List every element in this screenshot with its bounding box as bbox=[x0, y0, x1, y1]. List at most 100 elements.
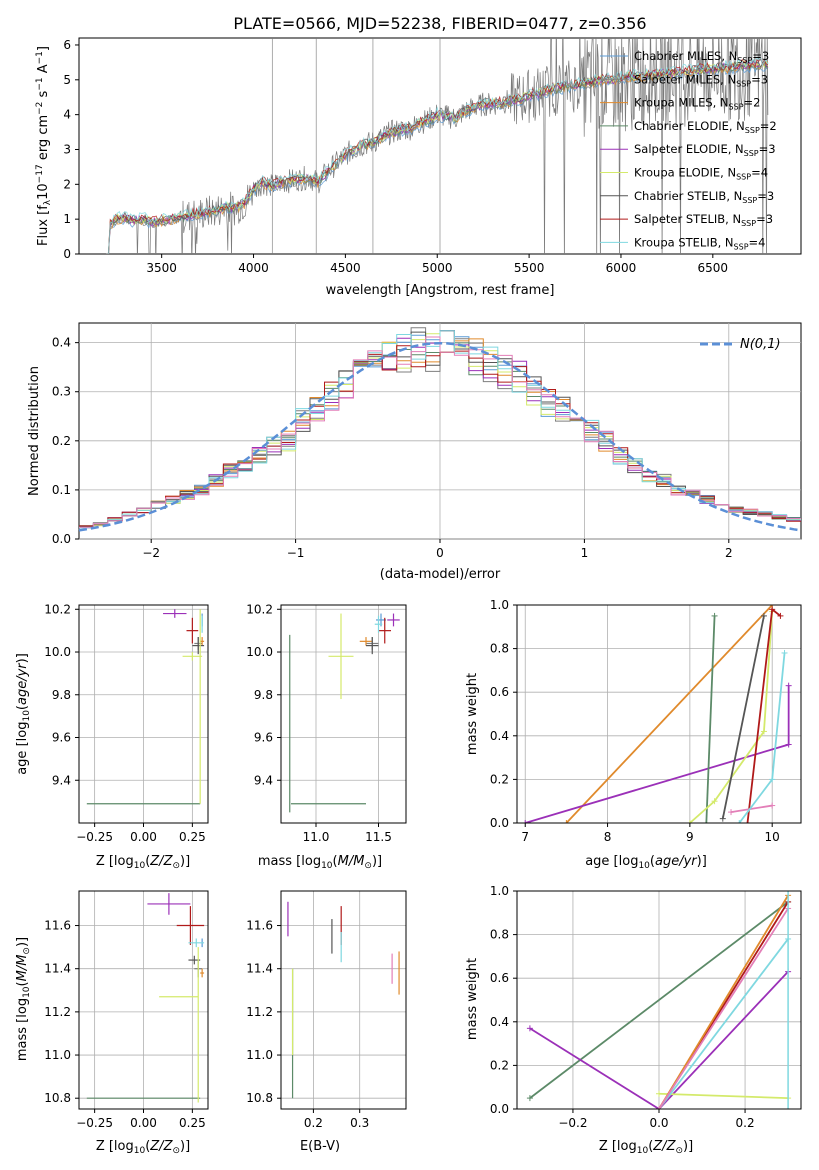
x-tick-label: 10 bbox=[765, 830, 780, 844]
legend-name: Salpeter ELODIE, N bbox=[634, 142, 744, 156]
legend-subscript: SSP bbox=[737, 56, 752, 65]
weight-vs-age-panel: 7 8 9 10 0.0 0.2 0.4 0.6 0.8 1.0 bbox=[490, 598, 802, 844]
spectrum-ticks: 3500 4000 4500 5000 5500 6000 6500 0 1 2 3 4 5 6 bbox=[63, 38, 728, 275]
y-tick-label: 0.6 bbox=[490, 971, 509, 985]
y-tick-label: 11.2 bbox=[44, 1005, 71, 1019]
age-vs-mass-marks bbox=[289, 613, 400, 813]
age-vs-Z-marks bbox=[86, 609, 205, 805]
normal-curve bbox=[78, 341, 802, 532]
legend-count: =3 bbox=[751, 72, 768, 86]
data-spectrum-line bbox=[106, 38, 769, 254]
x-tick-label: 0.25 bbox=[179, 1116, 206, 1130]
y-tick-label: 10.2 bbox=[246, 602, 273, 616]
y-tick-label: 6 bbox=[63, 38, 71, 52]
y-tick-label: 0.2 bbox=[490, 1058, 509, 1072]
legend-name: Salpeter STELIB, N bbox=[634, 212, 741, 226]
mass-vs-Z-panel: −0.25 0.00 0.25 10.8 11.0 11.2 11.4 11.6 bbox=[44, 890, 209, 1130]
spectrum-panel: 3500 4000 4500 5000 5500 6000 6500 0 1 2 3 4 5 6 Chab… bbox=[35, 37, 802, 298]
x-tick-label: 0.2 bbox=[304, 1116, 323, 1130]
legend-label-salpeter-miles: Salpeter MILES, NSSP=3 bbox=[634, 72, 768, 88]
y-tick-label: 11.0 bbox=[246, 1048, 273, 1062]
residual-histogram-9 bbox=[79, 336, 801, 528]
ebv-xlabel: E(B-V) bbox=[300, 1139, 340, 1154]
mass-vs-Z-marks bbox=[86, 893, 205, 1103]
legend-name: Chabrier STELIB, N bbox=[634, 189, 742, 203]
weight-line-2 bbox=[705, 615, 716, 823]
y-tick-label: 9.4 bbox=[52, 773, 71, 787]
x-tick-label: −0.2 bbox=[558, 1116, 587, 1130]
legend-name: Kroupa STELIB, N bbox=[634, 235, 734, 249]
weight-line-2 bbox=[658, 1092, 789, 1099]
x-tick-label: 4000 bbox=[238, 261, 269, 275]
age-vs-mass-panel: 11.0 11.5 9.4 9.6 9.8 10.0 10.2 bbox=[246, 602, 407, 844]
residuals-grid bbox=[79, 323, 801, 540]
x-tick-label: −1 bbox=[287, 546, 305, 560]
y-tick-label: 1.0 bbox=[490, 598, 509, 612]
x-tick-label: −0.25 bbox=[76, 1116, 113, 1130]
weight-vs-Z-panel: −0.2 0.0 0.2 0.0 0.2 0.4 0.6 0.8 1.0 bbox=[490, 884, 802, 1130]
mass-vs-ebv-frame bbox=[280, 890, 407, 1110]
legend-count: =2 bbox=[760, 119, 777, 133]
x-tick-label: 2 bbox=[725, 546, 733, 560]
y-tick-label: 10.0 bbox=[246, 645, 273, 659]
weight-age-ylabel: mass weight bbox=[465, 673, 480, 755]
legend-count: =3 bbox=[752, 49, 769, 63]
residuals-histograms bbox=[78, 327, 802, 532]
legend-subscript: SSP bbox=[736, 173, 751, 182]
y-tick-label: 1 bbox=[63, 212, 71, 226]
y-tick-label: 11.0 bbox=[44, 1048, 71, 1062]
x-tick-label: 0 bbox=[436, 546, 444, 560]
x-tick-label: 3500 bbox=[146, 261, 177, 275]
y-tick-label: 4 bbox=[63, 108, 71, 122]
y-tick-label: 0.6 bbox=[490, 685, 509, 699]
legend-name: Kroupa MILES, N bbox=[634, 96, 729, 110]
weight-vs-age-marks bbox=[522, 605, 792, 823]
y-tick-label: 5 bbox=[63, 73, 71, 87]
age-vs-mass-frame bbox=[280, 604, 407, 824]
x-tick-label: 0.25 bbox=[179, 830, 206, 844]
legend-count: =3 bbox=[759, 142, 776, 156]
model-line-salpeter-miles bbox=[106, 61, 769, 254]
legend-name: Salpeter MILES, N bbox=[634, 72, 736, 86]
x-tick-label: 11.0 bbox=[303, 830, 330, 844]
y-tick-label: 9.8 bbox=[254, 688, 273, 702]
x-tick-label: 4500 bbox=[330, 261, 361, 275]
legend-count: =2 bbox=[744, 96, 761, 110]
weight-line-6 bbox=[658, 907, 789, 1109]
x-tick-label: −0.25 bbox=[76, 830, 113, 844]
weight-line-0 bbox=[565, 605, 773, 823]
legend-label-kroupa-stelib: Kroupa STELIB, NSSP=4 bbox=[634, 235, 765, 251]
y-tick-label: 11.6 bbox=[246, 919, 273, 933]
y-tick-label: 0.0 bbox=[490, 816, 509, 830]
weight-line-1 bbox=[529, 971, 789, 1109]
legend-label-salpeter-elodie: Salpeter ELODIE, NSSP=3 bbox=[634, 142, 776, 158]
residual-histogram-7 bbox=[79, 345, 801, 527]
y-tick-label: 0.0 bbox=[52, 532, 71, 546]
weight-vs-age-frame bbox=[516, 604, 802, 824]
y-tick-label: 11.6 bbox=[44, 919, 71, 933]
y-tick-label: 9.6 bbox=[254, 731, 273, 745]
legend-label-chabrier-miles: Chabrier MILES, NSSP=3 bbox=[634, 49, 769, 65]
x-tick-label: 6500 bbox=[698, 261, 729, 275]
legend-subscript: SSP bbox=[734, 242, 749, 251]
legend-count: =4 bbox=[749, 235, 766, 249]
legend-label-chabrier-elodie: Chabrier ELODIE, NSSP=2 bbox=[634, 119, 777, 135]
y-tick-label: 0.4 bbox=[490, 729, 509, 743]
weight-vs-Z-marks bbox=[526, 891, 792, 1109]
y-tick-label: 0.3 bbox=[52, 385, 71, 399]
mass-vs-ebv-marks bbox=[287, 901, 400, 1099]
model-line-kroupa-stelib bbox=[106, 56, 769, 254]
legend-count: =3 bbox=[757, 189, 774, 203]
legend-subscript: SSP bbox=[729, 103, 744, 112]
y-tick-label: 0.8 bbox=[490, 928, 509, 942]
x-tick-label: 0.2 bbox=[736, 1116, 755, 1130]
y-tick-label: 0.1 bbox=[52, 483, 71, 497]
x-tick-label: 11.5 bbox=[365, 830, 392, 844]
legend-name: Kroupa ELODIE, N bbox=[634, 166, 736, 180]
legend-subscript: SSP bbox=[742, 196, 757, 205]
legend-label-salpeter-stelib: Salpeter STELIB, NSSP=3 bbox=[634, 212, 773, 228]
y-tick-label: 0.8 bbox=[490, 642, 509, 656]
weight-line-0 bbox=[529, 901, 789, 1099]
age-ylabel: age [log10(age/yr)] bbox=[15, 653, 32, 775]
